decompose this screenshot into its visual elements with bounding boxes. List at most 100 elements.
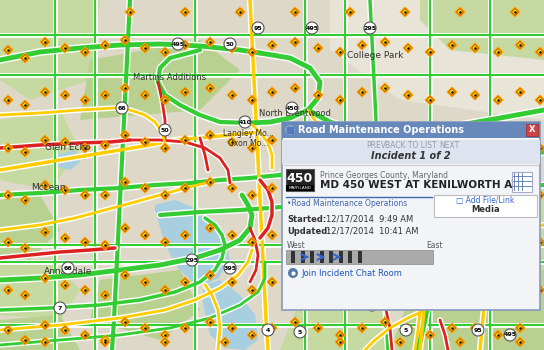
Polygon shape	[160, 237, 170, 247]
Polygon shape	[537, 97, 543, 103]
Polygon shape	[382, 85, 388, 91]
Polygon shape	[405, 279, 411, 285]
Polygon shape	[160, 285, 170, 295]
Text: 95: 95	[254, 26, 262, 30]
Polygon shape	[267, 183, 277, 193]
Polygon shape	[337, 145, 343, 151]
Polygon shape	[316, 279, 321, 285]
Polygon shape	[405, 92, 411, 98]
Polygon shape	[359, 232, 364, 238]
Polygon shape	[100, 335, 110, 345]
Polygon shape	[180, 40, 190, 50]
Polygon shape	[267, 87, 277, 97]
Polygon shape	[100, 337, 110, 347]
Polygon shape	[22, 337, 28, 343]
Polygon shape	[267, 277, 277, 287]
Polygon shape	[447, 87, 457, 97]
Polygon shape	[537, 145, 543, 151]
Polygon shape	[335, 337, 345, 347]
Polygon shape	[5, 327, 11, 333]
Text: 214: 214	[379, 256, 392, 260]
Polygon shape	[120, 317, 130, 327]
Polygon shape	[458, 9, 463, 15]
Polygon shape	[535, 47, 544, 57]
Polygon shape	[62, 92, 68, 98]
Polygon shape	[495, 145, 500, 151]
Polygon shape	[330, 0, 544, 120]
Polygon shape	[515, 183, 525, 193]
Polygon shape	[100, 90, 110, 100]
Text: East: East	[426, 241, 443, 250]
Polygon shape	[205, 223, 215, 233]
Text: 295: 295	[363, 26, 376, 30]
Bar	[300, 251, 305, 263]
Polygon shape	[0, 315, 80, 350]
Polygon shape	[249, 287, 255, 293]
Polygon shape	[313, 277, 323, 287]
Text: Langley Mo...: Langley Mo...	[222, 128, 274, 138]
Polygon shape	[537, 49, 543, 55]
Polygon shape	[400, 7, 410, 17]
Circle shape	[224, 38, 236, 50]
Polygon shape	[449, 279, 455, 285]
Polygon shape	[537, 239, 543, 245]
Polygon shape	[229, 232, 235, 238]
Polygon shape	[267, 230, 277, 240]
Text: Annandale: Annandale	[44, 267, 92, 276]
Polygon shape	[82, 145, 88, 151]
Circle shape	[426, 249, 438, 261]
Bar	[512, 172, 532, 192]
Polygon shape	[403, 137, 413, 147]
Polygon shape	[82, 192, 88, 198]
Polygon shape	[180, 277, 190, 287]
Polygon shape	[122, 319, 128, 325]
Polygon shape	[120, 130, 130, 140]
Polygon shape	[405, 139, 411, 145]
Text: 295: 295	[186, 258, 199, 262]
Polygon shape	[22, 245, 28, 251]
Polygon shape	[205, 270, 215, 280]
Text: 5: 5	[298, 329, 302, 335]
Circle shape	[239, 116, 251, 128]
Text: Temple Hills: Temple Hills	[283, 287, 337, 296]
Polygon shape	[180, 183, 190, 193]
Polygon shape	[359, 137, 364, 143]
Polygon shape	[495, 239, 500, 245]
Polygon shape	[515, 87, 525, 97]
Polygon shape	[472, 325, 478, 331]
Polygon shape	[515, 135, 525, 145]
Polygon shape	[247, 190, 257, 200]
Polygon shape	[3, 143, 13, 153]
Polygon shape	[82, 332, 88, 338]
Polygon shape	[40, 273, 50, 283]
Polygon shape	[227, 137, 237, 147]
Polygon shape	[427, 145, 432, 151]
Polygon shape	[20, 147, 30, 157]
Polygon shape	[140, 137, 150, 147]
Polygon shape	[449, 42, 455, 48]
Polygon shape	[142, 139, 148, 145]
Polygon shape	[180, 7, 190, 17]
Text: 495: 495	[503, 332, 517, 337]
Polygon shape	[515, 277, 525, 287]
Polygon shape	[470, 230, 480, 240]
Polygon shape	[517, 137, 523, 143]
Polygon shape	[440, 190, 544, 280]
Polygon shape	[82, 239, 88, 245]
Circle shape	[159, 124, 171, 136]
Polygon shape	[162, 287, 168, 293]
Polygon shape	[247, 47, 257, 57]
Polygon shape	[455, 337, 465, 347]
Polygon shape	[290, 7, 300, 17]
Polygon shape	[470, 137, 480, 147]
Polygon shape	[227, 183, 237, 193]
Polygon shape	[3, 237, 13, 247]
Polygon shape	[42, 322, 48, 328]
Polygon shape	[472, 92, 478, 98]
Polygon shape	[517, 339, 523, 345]
Text: •Road Maintenance Operations: •Road Maintenance Operations	[287, 199, 407, 209]
Polygon shape	[160, 190, 170, 200]
Polygon shape	[472, 279, 478, 285]
Polygon shape	[40, 227, 50, 237]
Polygon shape	[100, 290, 110, 300]
